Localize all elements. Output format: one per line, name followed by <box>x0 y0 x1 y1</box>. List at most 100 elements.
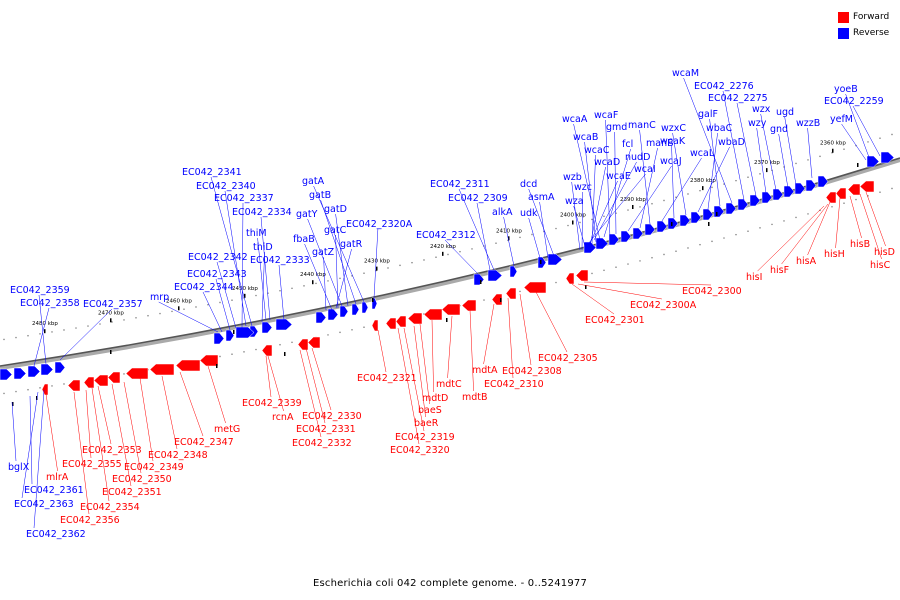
reverse-gene-arrow[interactable] <box>620 230 632 243</box>
reverse-gene-arrow[interactable] <box>213 332 225 345</box>
forward-gene-arrow[interactable] <box>385 317 397 330</box>
forward-gene-arrow[interactable] <box>67 379 81 392</box>
reverse-gene-label: EC042_2337 <box>214 193 274 204</box>
reverse-gene-label: EC042_2342 <box>188 252 248 263</box>
reverse-gene-arrow[interactable] <box>275 318 293 331</box>
reverse-gene-arrow[interactable] <box>487 269 503 282</box>
reverse-gene-arrow[interactable] <box>547 253 563 266</box>
forward-gene-arrow[interactable] <box>565 272 575 285</box>
reverse-gene-arrow[interactable] <box>713 205 725 218</box>
forward-gene-arrow[interactable] <box>407 312 423 325</box>
forward-gene-arrow[interactable] <box>523 281 547 294</box>
reverse-gene-arrow[interactable] <box>817 175 829 188</box>
reverse-gene-arrow[interactable] <box>632 227 644 240</box>
scale-dot <box>339 331 341 334</box>
reverse-gene-arrow[interactable] <box>27 365 41 378</box>
forward-gene-arrow[interactable] <box>825 191 837 204</box>
reverse-gene-label: gatA <box>302 176 325 187</box>
forward-gene-arrow[interactable] <box>41 383 49 396</box>
forward-gene-arrow[interactable] <box>107 371 121 384</box>
reverse-gene-arrow[interactable] <box>509 265 518 278</box>
forward-gene-arrow[interactable] <box>395 315 407 328</box>
forward-gene-arrow[interactable] <box>93 374 109 387</box>
forward-gene-arrow[interactable] <box>441 303 461 316</box>
forward-gene-leader <box>161 375 178 450</box>
scale-dot <box>663 253 665 256</box>
reverse-gene-label: ugd <box>776 107 794 118</box>
reverse-gene-arrow[interactable] <box>880 151 895 164</box>
reverse-gene-arrow[interactable] <box>667 217 679 230</box>
reverse-gene-arrow[interactable] <box>805 179 817 192</box>
reverse-gene-arrow[interactable] <box>315 311 327 324</box>
forward-gene-arrow[interactable] <box>199 354 219 367</box>
forward-gene-arrow[interactable] <box>125 367 149 380</box>
forward-gene-arrow[interactable] <box>371 319 379 332</box>
scale-dot <box>627 263 629 265</box>
reverse-gene-arrow[interactable] <box>656 220 668 233</box>
reverse-gene-arrow[interactable] <box>866 155 880 168</box>
forward-gene-arrow[interactable] <box>835 187 847 200</box>
reverse-gene-arrow[interactable] <box>761 191 773 204</box>
forward-gene-arrow[interactable] <box>297 338 309 351</box>
reverse-gene-label: thiM <box>246 228 267 239</box>
reverse-gene-arrow[interactable] <box>13 367 27 380</box>
forward-gene-arrow[interactable] <box>83 376 95 389</box>
scale-dot <box>567 224 569 227</box>
scale-dot <box>819 209 821 212</box>
reverse-gene-arrow[interactable] <box>361 301 369 314</box>
reverse-gene-label: EC042_2362 <box>26 529 86 540</box>
reverse-gene-arrow[interactable] <box>327 308 339 321</box>
reverse-gene-arrow[interactable] <box>235 326 255 339</box>
reverse-gene-leader <box>224 190 247 327</box>
scale-dot <box>591 218 593 221</box>
forward-gene-arrow[interactable] <box>491 293 503 306</box>
forward-gene-arrow[interactable] <box>505 287 517 300</box>
reverse-gene-leader <box>313 185 365 303</box>
reverse-gene-arrow[interactable] <box>749 194 761 207</box>
reverse-gene-arrow[interactable] <box>595 237 609 250</box>
scale-dot <box>795 216 797 219</box>
reverse-gene-leader <box>215 278 231 331</box>
scale-dot <box>591 272 593 275</box>
reverse-gene-arrow[interactable] <box>725 202 737 215</box>
forward-gene-label: baeR <box>414 418 439 429</box>
reverse-gene-leader <box>323 256 327 311</box>
reverse-gene-arrow[interactable] <box>261 321 273 334</box>
reverse-gene-arrow[interactable] <box>54 361 66 374</box>
reverse-gene-arrow[interactable] <box>537 256 547 269</box>
scale-dot <box>495 242 497 244</box>
reverse-gene-leader <box>476 202 491 271</box>
reverse-gene-arrow[interactable] <box>40 363 54 376</box>
reverse-gene-arrow[interactable] <box>339 305 349 318</box>
reverse-gene-arrow[interactable] <box>679 214 691 227</box>
forward-gene-arrow[interactable] <box>575 269 589 282</box>
forward-gene-arrow[interactable] <box>307 336 321 349</box>
forward-gene-arrow[interactable] <box>847 183 861 196</box>
forward-gene-arrow[interactable] <box>859 180 875 193</box>
scale-dot <box>435 256 437 259</box>
forward-gene-arrow[interactable] <box>149 363 175 376</box>
reverse-gene-label: wzxC <box>661 123 686 134</box>
forward-gene-label: EC042_2356 <box>60 515 120 526</box>
reverse-gene-arrow[interactable] <box>783 185 795 198</box>
forward-gene-arrow[interactable] <box>261 344 273 357</box>
reverse-gene-arrow[interactable] <box>0 368 13 381</box>
reverse-gene-arrow[interactable] <box>608 233 620 246</box>
reverse-gene-label: wcaM <box>672 68 699 79</box>
reverse-gene-arrow[interactable] <box>351 303 360 316</box>
reverse-gene-arrow[interactable] <box>702 208 714 221</box>
reverse-gene-arrow[interactable] <box>737 198 749 211</box>
forward-gene-arrow[interactable] <box>423 308 443 321</box>
reverse-gene-leader <box>307 218 343 307</box>
forward-gene-label: EC042_2354 <box>80 502 140 513</box>
forward-gene-arrow[interactable] <box>461 299 477 312</box>
reverse-gene-arrow[interactable] <box>690 211 702 224</box>
reverse-gene-arrow[interactable] <box>772 188 784 201</box>
reverse-gene-arrow[interactable] <box>644 223 656 236</box>
scale-dot <box>663 199 665 202</box>
scale-dot <box>687 193 689 195</box>
scale-dot <box>15 390 17 393</box>
reverse-gene-arrow[interactable] <box>794 182 806 195</box>
forward-gene-arrow[interactable] <box>175 359 201 372</box>
reverse-gene-arrow[interactable] <box>225 329 235 342</box>
